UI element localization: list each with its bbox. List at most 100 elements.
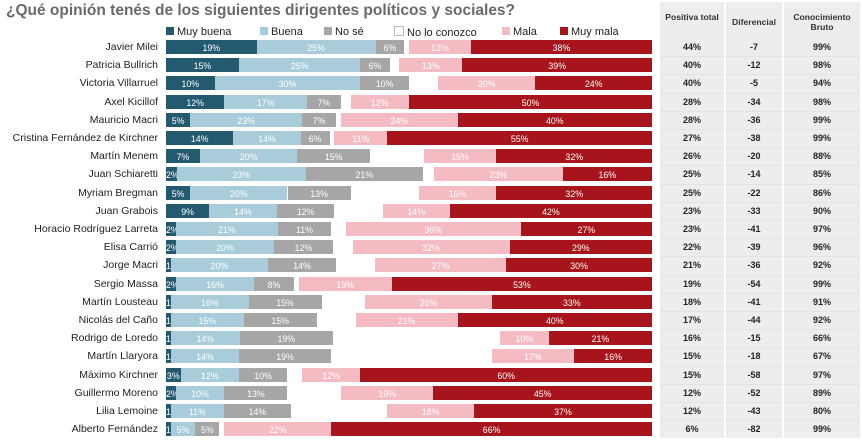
bar-segment: [329, 131, 335, 145]
table-cell-conocimiento: 99%: [812, 278, 831, 289]
row-label: Patricia Bullrich: [85, 59, 158, 72]
row-separator: [784, 420, 860, 422]
legend-swatch: [260, 27, 268, 35]
bar-segment: 27%: [520, 222, 652, 236]
table-cell-diferencial: -33: [747, 205, 761, 216]
row-separator: [726, 256, 782, 258]
table-cell-diferencial: -58: [747, 369, 761, 380]
bar-segment: 14%: [170, 331, 240, 346]
row-separator: [784, 129, 860, 130]
bar-segment: 2%: [166, 240, 176, 255]
bar-segment: 1%: [166, 313, 171, 327]
table-cell-positiva: 40%: [682, 60, 701, 71]
row-label: Horacio Rodríguez Larreta: [34, 223, 158, 235]
header-diferencial: Diferencial: [732, 17, 776, 27]
table-cell-positiva: 25%: [682, 169, 701, 180]
row-label: Juan Schiaretti: [88, 168, 158, 181]
row-separator: [660, 74, 724, 76]
bar-segment: 40%: [457, 112, 652, 127]
bar-segment: [350, 185, 419, 200]
row-separator: [726, 110, 782, 112]
bar-segment: 38%: [470, 40, 652, 54]
table-cell-diferencial: -12: [747, 60, 761, 71]
row-separator: [726, 365, 782, 367]
bar-segment: 6%: [360, 58, 390, 73]
table-cell-diferencial: -82: [747, 424, 761, 435]
table-cell-diferencial: -43: [747, 406, 761, 416]
row-separator: [660, 383, 724, 385]
row-separator: [660, 110, 724, 112]
row-separator: [660, 147, 724, 149]
bar-segment: 16%: [170, 294, 249, 309]
row-separator: [726, 201, 782, 203]
table-cell-diferencial: -18: [747, 351, 761, 362]
table-cell-conocimiento: 94%: [812, 78, 831, 89]
row-separator: [660, 92, 724, 94]
row-separator: [726, 74, 782, 76]
row-separator: [726, 56, 782, 58]
table-cell-positiva: 6%: [685, 424, 699, 435]
row-label: Lilia Lemoine: [96, 405, 158, 417]
table-cell-conocimiento: 99%: [812, 133, 831, 143]
table-cell-conocimiento: 99%: [812, 114, 831, 125]
table-cell-positiva: 21%: [682, 260, 701, 271]
bar-segment: 17%: [224, 94, 307, 109]
bar-segment: 6%: [300, 131, 330, 145]
bar-segment: [336, 112, 341, 127]
table-cell-diferencial: -34: [747, 96, 761, 107]
bar-segment: [332, 240, 353, 255]
row-label: Rodrigo de Loredo: [71, 332, 158, 345]
table-cell-diferencial: -20: [747, 151, 761, 162]
row-label: Sergio Massa: [93, 277, 158, 290]
bar-segment: 19%: [238, 349, 332, 364]
bar-segment: 5%: [166, 112, 191, 127]
table-cell-positiva: 40%: [682, 78, 701, 89]
bar-segment: 5%: [166, 185, 191, 200]
bar-segment: 36%: [345, 222, 521, 236]
table-cell-diferencial: -38: [747, 133, 761, 143]
bar-segment: 55%: [387, 131, 652, 145]
bar-segment: 1%: [166, 294, 171, 309]
row-separator: [726, 311, 782, 312]
table-cell-conocimiento: 66%: [812, 333, 831, 344]
bar-segment: 5%: [170, 422, 196, 437]
row-label: Juan Grabois: [95, 204, 158, 217]
bar-segment: 19%: [166, 40, 257, 54]
row-separator: [660, 201, 724, 203]
table-cell-positiva: 23%: [682, 224, 701, 234]
bar-segment: [422, 167, 435, 182]
bar-segment: 16%: [562, 167, 652, 182]
row-separator: [726, 220, 782, 221]
bar-segment: 12%: [302, 367, 361, 382]
table-cell-diferencial: -41: [747, 224, 761, 234]
bar-segment: 13%: [399, 58, 463, 73]
bar-segment: 19%: [340, 385, 434, 400]
row-separator: [784, 256, 860, 258]
bar-segment: 21%: [355, 313, 458, 327]
bar-segment: 29%: [509, 240, 652, 255]
bar-segment: 2%: [166, 276, 176, 291]
table-cell-positiva: 19%: [682, 278, 701, 289]
bar-segment: [316, 313, 356, 327]
bar-segment: 12%: [350, 94, 409, 109]
bar-segment: 5%: [195, 422, 220, 437]
bar-segment: 14%: [268, 258, 337, 273]
row-label: Cristina Fernández de Kirchner: [12, 132, 158, 144]
bar-segment: [293, 276, 299, 291]
bar-segment: 60%: [360, 367, 652, 382]
row-separator: [660, 274, 724, 276]
table-cell-conocimiento: 92%: [812, 260, 831, 271]
bar-segment: [291, 404, 388, 418]
bar-segment: 20%: [438, 76, 536, 91]
row-separator: [726, 165, 782, 167]
table-cell-positiva: 23%: [682, 205, 701, 216]
row-separator: [726, 147, 782, 149]
bar-segment: [331, 222, 346, 236]
bar-segment: [340, 94, 351, 109]
bar-segment: 16%: [418, 185, 497, 200]
row-separator: [726, 274, 782, 276]
table-cell-diferencial: -41: [747, 296, 761, 307]
legend-label: No sé: [335, 26, 364, 38]
bar-segment: 21%: [548, 331, 652, 346]
table-cell-diferencial: -15: [747, 333, 761, 344]
